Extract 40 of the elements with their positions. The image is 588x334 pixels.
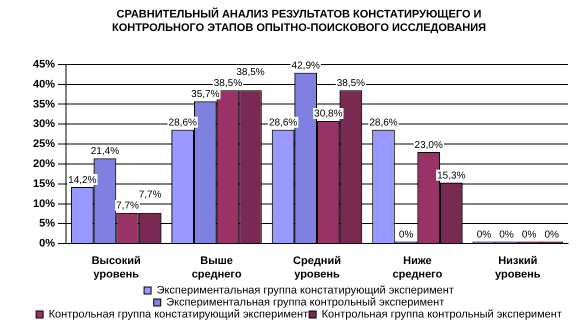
data-label: 28,6%: [168, 117, 198, 128]
data-label: 14,2%: [68, 174, 97, 186]
data-label: 30,8%: [314, 108, 343, 120]
data-label: 0%: [476, 229, 492, 240]
x-tick-label: Ниже среднего: [392, 255, 443, 280]
data-label: 0%: [398, 229, 414, 240]
data-label: 38,5%: [236, 67, 265, 78]
x-tick-label: Средний уровень: [293, 255, 341, 280]
y-tick-label: 20%: [32, 158, 56, 170]
y-tick-label: 35%: [32, 98, 56, 110]
y-tick-label: 15%: [32, 178, 56, 190]
data-label: 38,5%: [336, 78, 366, 90]
data-label: 21,4%: [90, 146, 120, 158]
data-label: 23,0%: [414, 140, 443, 151]
data-label: 7,7%: [116, 200, 140, 212]
data-label: 15,3%: [437, 170, 466, 182]
data-label: 7,7%: [138, 190, 162, 201]
x-tick-label: Выше среднего: [192, 255, 242, 280]
chart-title: СРАВНИТЕЛЬНЫЙ АНАЛИЗ РЕЗУЛЬТАТОВ КОНСТАТИРУЮЩЕГО И КОНТРОЛЬНОГО ЭТАПОВ ОПЫТНО-ПОИСКОВОГО ИССЛЕДОВАНИЯ: [112, 8, 486, 34]
legend-label: Экспериментальная группа контрольный эксперимент: [166, 296, 444, 309]
y-tick-label: 0%: [39, 238, 56, 250]
y-tick-label: 10%: [32, 198, 56, 210]
legend-label: Контрольная группа контрольный эксперимент: [322, 308, 562, 321]
legend-label: Экспериментальная группа констатирующий эксперимент: [156, 284, 454, 297]
data-label: 38,5%: [214, 78, 242, 90]
data-label: 28,6%: [268, 117, 298, 128]
y-tick-label: 5%: [39, 218, 56, 230]
data-label: 0%: [522, 229, 536, 240]
data-label: 0%: [499, 229, 514, 240]
x-tick-label: Низкий уровень: [495, 255, 541, 280]
x-tick-label: Высокий уровень: [92, 255, 141, 280]
y-tick-label: 45%: [32, 58, 56, 70]
data-label: 42,9%: [292, 60, 320, 72]
data-label: 35,7%: [191, 89, 220, 100]
legend-label: Контрольная группа констатирующий эксперимент: [48, 308, 308, 321]
y-tick-label: 25%: [32, 138, 56, 150]
y-tick-label: 40%: [32, 78, 56, 90]
y-tick-label: 30%: [32, 118, 56, 130]
data-label: 0%: [544, 229, 560, 240]
data-label: 28,6%: [369, 117, 398, 128]
